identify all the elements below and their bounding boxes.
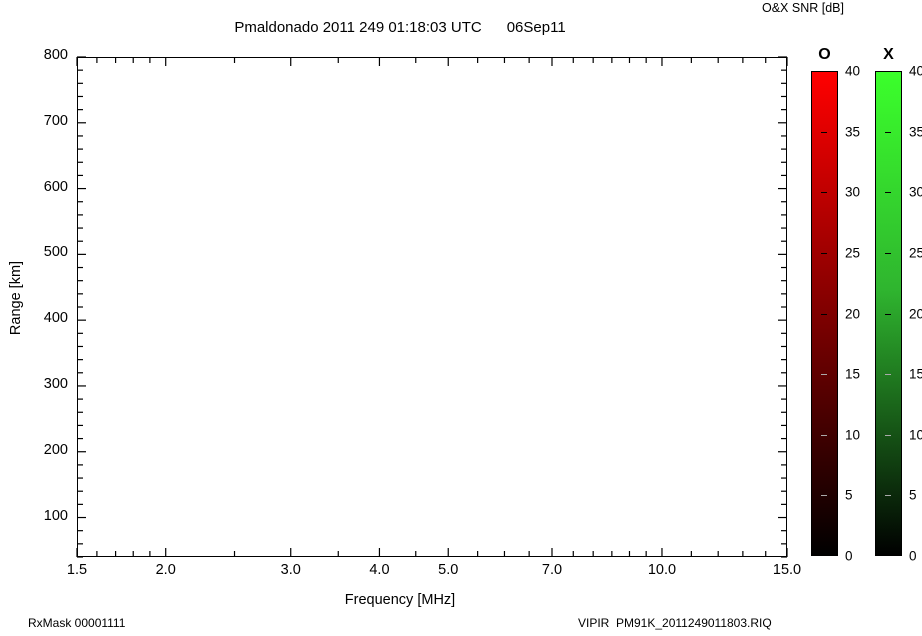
x-tick-label: 15.0	[772, 562, 802, 578]
y-tick-label: 200	[43, 441, 68, 458]
colorbar-tickmark	[821, 132, 827, 133]
colorbar-tickmark	[821, 374, 827, 375]
colorbar-o-label: O	[818, 46, 831, 63]
y-tick-label: 800	[43, 47, 68, 63]
colorbar-tickmark	[885, 192, 891, 193]
colorbar-tick-label: 5	[909, 487, 917, 503]
colorbar-title: O&X SNR [dB]	[762, 1, 844, 15]
colorbar-tick-label: 0	[909, 548, 917, 564]
y-tick-label: 100	[43, 507, 68, 524]
colorbar-tickmark	[821, 192, 827, 193]
y-tick-label: 400	[43, 310, 68, 327]
x-tick-label: 3.0	[280, 562, 301, 578]
y-tick-label: 500	[43, 244, 68, 261]
colorbar-tickmark	[885, 495, 891, 496]
colorbar-tick-label: 35	[909, 124, 922, 140]
colorbar-tick-label: 40	[909, 63, 922, 79]
y-tick-label: 700	[43, 112, 68, 129]
colorbar-o[interactable]	[811, 71, 838, 556]
colorbar-tickmark	[885, 374, 891, 375]
colorbar-tick-label: 25	[845, 245, 861, 261]
x-tick-label: 2.0	[155, 562, 176, 578]
x-tick-label: 4.0	[369, 562, 390, 578]
colorbar-tick-label: 10	[845, 427, 861, 443]
colorbar-tick-label: 0	[845, 548, 853, 564]
x-axis-label: Frequency [MHz]	[344, 592, 456, 608]
plot-frame	[77, 57, 787, 557]
colorbar-tick-label: 30	[845, 184, 861, 200]
colorbar-tickmark	[821, 435, 827, 436]
y-tick-label: 300	[43, 375, 68, 392]
colorbar-tickmark	[885, 253, 891, 254]
colorbar-tick-label: 5	[845, 487, 853, 503]
x-tick-label: 1.5	[66, 562, 88, 578]
colorbar-tick-label: 35	[845, 124, 861, 140]
colorbar-tickmark	[885, 314, 891, 315]
colorbar-tickmark	[885, 132, 891, 133]
colorbar-tick-label: 20	[845, 306, 861, 321]
colorbar-tickmark	[821, 495, 827, 496]
colorbar-tickmark	[821, 253, 827, 254]
source-file-label: VIPIR PM91K_2011249011803.RIQ	[578, 616, 772, 630]
x-tick-label: 5.0	[438, 562, 459, 578]
y-axis-ticks: 100 200 300 400 500 600 700 800	[22, 0, 68, 636]
page-title: Pmaldonado 2011 249 01:18:03 UTC 06Sep11	[234, 19, 566, 36]
y-tick-label: 600	[43, 178, 68, 195]
x-tick-label: 10.0	[647, 562, 677, 578]
colorbar-x[interactable]	[875, 71, 902, 556]
colorbar-tickmark	[821, 314, 827, 315]
colorbar-tick-label: 20	[909, 306, 922, 321]
x-tick-label: 7.0	[541, 562, 563, 578]
colorbar-tick-label: 10	[909, 427, 922, 443]
colorbar-tickmark	[885, 435, 891, 436]
colorbar-tick-label: 15	[845, 366, 861, 382]
colorbar-tick-label: 40	[845, 63, 861, 79]
colorbar-tick-label: 30	[909, 184, 922, 200]
colorbar-tick-label: 15	[909, 366, 922, 382]
rxmask-status: RxMask 00001111	[28, 616, 126, 630]
colorbar-tick-label: 25	[909, 245, 922, 261]
colorbar-x-label: X	[883, 46, 894, 63]
